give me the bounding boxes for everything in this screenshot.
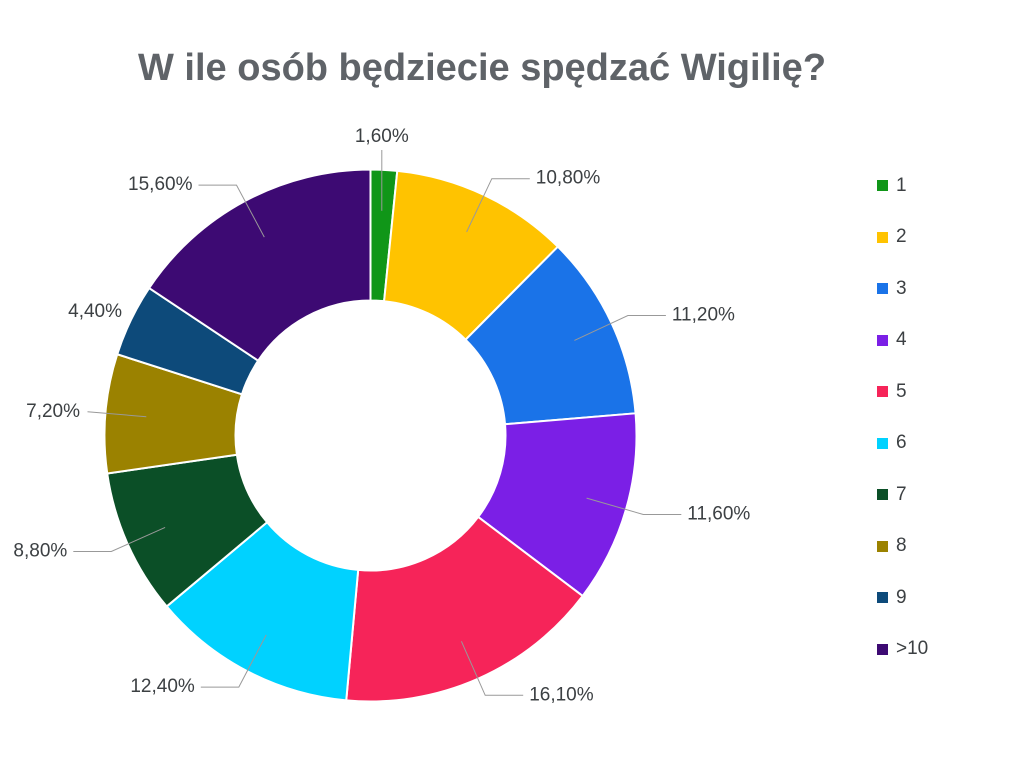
svg-text:8,80%: 8,80% (13, 541, 67, 562)
svg-text:1,60%: 1,60% (355, 126, 409, 147)
svg-text:10,80%: 10,80% (536, 168, 601, 189)
svg-text:7,20%: 7,20% (26, 401, 80, 422)
svg-text:12,40%: 12,40% (130, 676, 195, 697)
svg-text:15,60%: 15,60% (128, 174, 193, 195)
svg-text:11,60%: 11,60% (687, 504, 750, 525)
svg-text:16,10%: 16,10% (529, 684, 594, 705)
svg-text:11,20%: 11,20% (672, 305, 735, 326)
svg-text:4,40%: 4,40% (68, 301, 122, 322)
